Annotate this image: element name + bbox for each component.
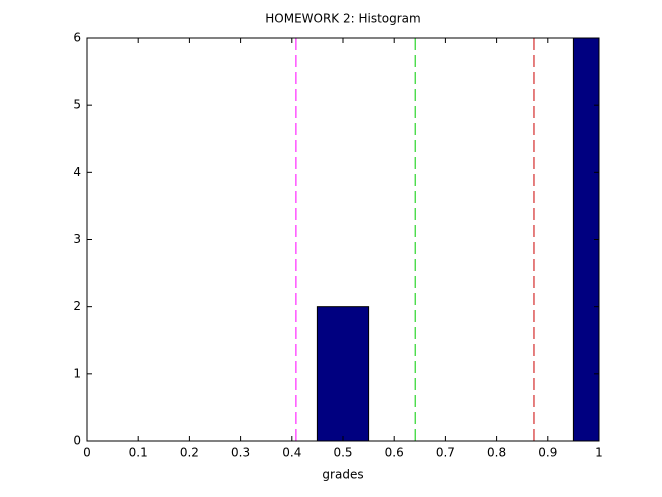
x-tick-label: 0.8	[487, 446, 506, 460]
x-tick-label: 0.5	[333, 446, 352, 460]
chart-title: HOMEWORK 2: Histogram	[265, 12, 420, 26]
x-tick-label: 0.3	[231, 446, 250, 460]
y-tick-label: 3	[73, 232, 81, 246]
y-tick-label: 0	[73, 434, 81, 448]
x-tick-label: 1	[595, 446, 603, 460]
x-tick-label: 0.4	[282, 446, 301, 460]
y-tick-label: 1	[73, 366, 81, 380]
x-tick-label: 0.2	[180, 446, 199, 460]
x-tick-label: 0.1	[129, 446, 148, 460]
x-tick-label: 0	[83, 446, 91, 460]
x-axis-label: grades	[322, 468, 363, 482]
bar	[316, 306, 370, 441]
y-tick-label: 5	[73, 98, 81, 112]
x-tick-label: 0.7	[436, 446, 455, 460]
x-tick-label: 0.6	[385, 446, 404, 460]
y-tick-label: 6	[73, 31, 81, 45]
x-tick-label: 0.9	[538, 446, 557, 460]
y-tick-label: 2	[73, 299, 81, 313]
y-tick-label: 4	[73, 165, 81, 179]
